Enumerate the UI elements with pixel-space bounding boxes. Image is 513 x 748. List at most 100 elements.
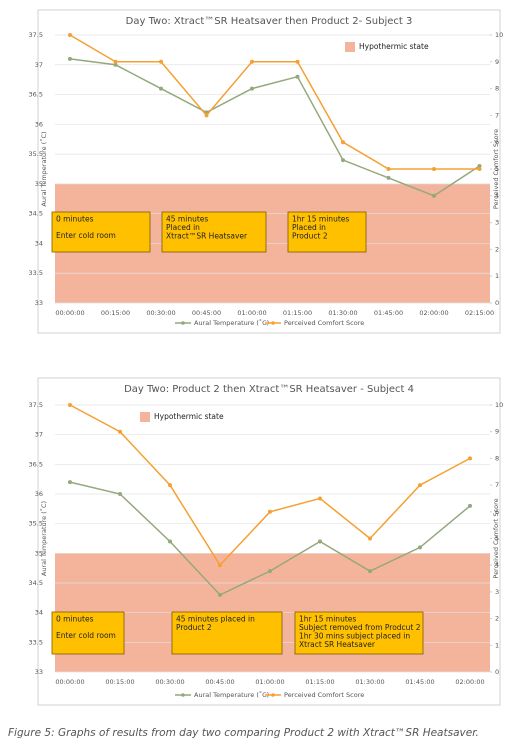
series-line [69,34,480,170]
point [118,492,122,496]
x-tick-label: 01:45:00 [374,309,403,317]
y-tick-label: 34.5 [29,579,43,587]
annotation-box [171,611,283,655]
legend-label: Aural Temperature (˚C) [194,319,269,327]
point [386,167,391,171]
y2-tick-label: 5 [495,535,499,543]
y2-tick-label: 3 [495,588,499,596]
x-tick-label: 00:30:00 [155,678,184,686]
point [295,74,300,79]
y2-tick-label: 6 [495,508,499,516]
y2-tick-label: 7 [495,481,499,489]
y2-axis-title: Perceived Comfort Score [492,129,500,209]
y-tick-label: 34.5 [29,210,43,218]
chart-title: Day Two: Product 2 then Xtract™SR Heatsa… [124,384,414,395]
point [159,86,163,91]
x-tick-label: 02:15:00 [465,309,494,317]
y-tick-label: 35.5 [29,520,43,528]
y-tick-label: 37.5 [29,31,43,39]
point [418,545,422,550]
y-tick-label: 33 [35,299,43,307]
y2-tick-label: 5 [495,165,499,173]
y2-tick-label: 2 [495,615,499,623]
y2-axis-title: Perceived Comfort Score [492,498,500,578]
point [218,592,222,597]
point [118,429,122,434]
point [113,62,118,67]
y2-tick-label: 1 [495,641,499,649]
x-tick-label: 01:15:00 [283,309,312,317]
y-tick-label: 35 [35,549,43,557]
y-tick-label: 33 [35,668,43,676]
y-tick-label: 37 [35,61,43,69]
x-tick-label: 00:15:00 [101,309,130,317]
x-tick-label: 00:00:00 [55,678,84,686]
y2-tick-label: 9 [495,428,499,436]
annotation-text: 0 minutes [56,615,94,624]
y2-tick-label: 1 [495,272,499,280]
annotation-text: Xtract™SR Heatsaver [166,232,248,241]
x-tick-label: 01:30:00 [355,678,384,686]
point [477,167,482,171]
y2-tick-label: 9 [495,58,499,66]
point [268,569,272,574]
annotation-text: 1hr 15 minutes [299,615,356,624]
y-tick-label: 33.5 [29,638,43,646]
annotation-box [161,211,267,253]
point [386,175,391,180]
y-tick-label: 36 [35,120,43,128]
legend-label: Aural Temperature (˚C) [194,691,269,699]
y-tick-label: 35.5 [29,150,43,158]
point [368,569,372,574]
annotation-text: 45 minutes placed in [176,615,255,624]
point [468,456,472,461]
x-tick-label: 02:00:00 [455,678,484,686]
y2-tick-label: 3 [495,219,499,227]
point [68,56,72,61]
point [168,539,172,544]
y2-tick-label: 10 [495,401,503,409]
annotation-box [51,211,151,253]
x-tick-label: 01:00:00 [237,309,266,317]
y2-tick-label: 4 [495,561,499,569]
y-tick-label: 36.5 [29,91,43,99]
x-tick-label: 02:00:00 [419,309,448,317]
y-tick-label: 37 [35,431,43,439]
point [168,483,172,488]
point [159,59,163,64]
point [68,33,72,37]
point [68,403,72,407]
x-tick-label: 00:45:00 [205,678,234,686]
y-tick-label: 37.5 [29,401,43,409]
annotation-text: 0 minutes [56,215,94,224]
y2-tick-label: 4 [495,192,499,200]
point [368,536,372,541]
legend-marker [271,321,275,325]
y2-tick-label: 2 [495,245,499,253]
chart-title: Day Two: Xtract™SR Heatsaver then Produc… [126,16,413,27]
x-tick-label: 01:45:00 [405,678,434,686]
y-axis-title: Aural Temperature (˚C) [40,131,48,206]
point [432,193,436,198]
x-tick-label: 01:30:00 [328,309,357,317]
point [250,86,254,91]
annotation-box [294,611,424,655]
y2-tick-label: 0 [495,299,499,307]
annotation-text: Placed in [166,223,200,232]
annotation-text: Enter cold room [56,231,116,240]
legend-label: Perceived Comfort Score [284,319,364,327]
point [204,113,209,118]
legend-label: Perceived Comfort Score [284,691,364,699]
annotation-text: Placed in [292,223,326,232]
series-line [69,58,480,197]
x-tick-label: 00:30:00 [146,309,175,317]
y-tick-label: 34 [35,609,43,617]
annotation-text: Product 2 [176,623,212,632]
legend-marker [181,321,185,325]
band-legend-swatch [345,42,355,52]
annotation-text: Xtract SR Heatsaver [299,640,376,649]
y2-tick-label: 8 [495,85,499,93]
annotation-box [51,611,125,655]
y2-tick-label: 8 [495,454,499,462]
point [113,59,118,64]
